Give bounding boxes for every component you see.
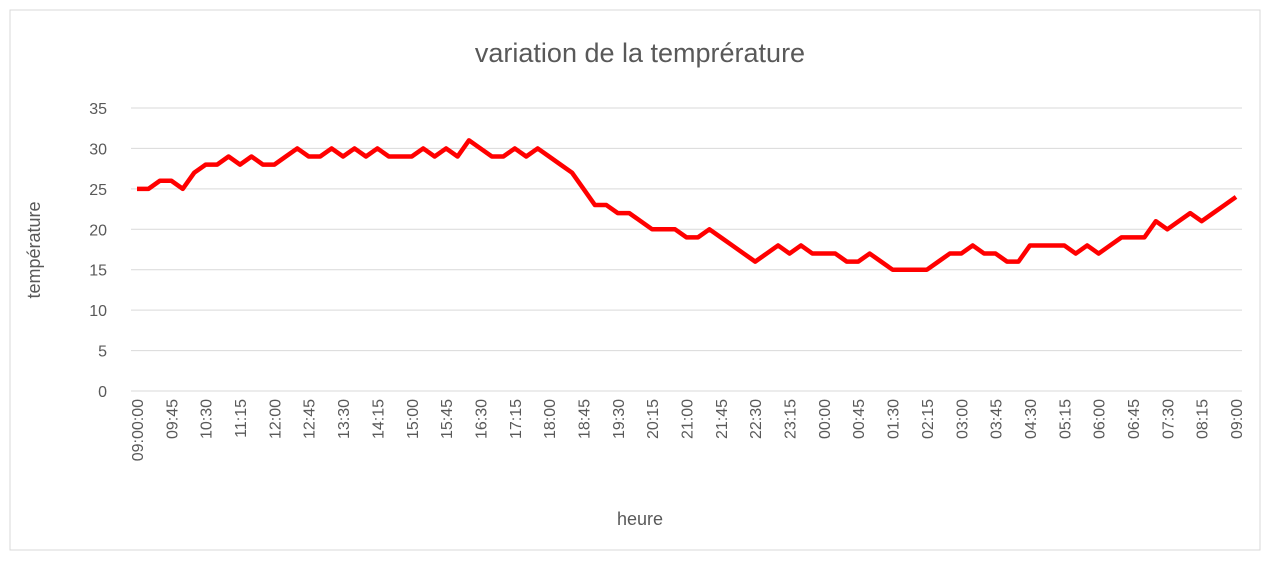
x-tick-label: 20:15 — [645, 399, 662, 439]
x-tick-label: 05:15 — [1057, 399, 1074, 439]
y-axis-label: température — [24, 201, 44, 298]
y-tick-label: 30 — [89, 141, 107, 158]
x-tick-label: 14:15 — [370, 399, 387, 439]
x-tick-label: 10:30 — [199, 399, 216, 439]
y-tick-label: 10 — [89, 303, 107, 320]
x-tick-label: 12:00 — [267, 399, 284, 439]
x-tick-label: 08:15 — [1195, 399, 1212, 439]
x-tick-label: 17:15 — [508, 399, 525, 439]
chart-frame — [9, 9, 1261, 551]
x-tick-label: 23:15 — [783, 399, 800, 439]
x-axis-label: heure — [617, 509, 663, 529]
x-tick-label: 06:45 — [1126, 399, 1143, 439]
y-tick-label: 5 — [98, 344, 107, 361]
x-tick-label: 13:30 — [336, 399, 353, 439]
x-tick-label: 19:30 — [611, 399, 628, 439]
x-tick-label: 06:00 — [1092, 399, 1109, 439]
y-tick-label: 0 — [98, 384, 107, 401]
y-tick-label: 25 — [89, 182, 107, 199]
x-tick-label: 18:45 — [576, 399, 593, 439]
x-tick-label: 09:00 — [1229, 399, 1246, 439]
x-tick-label: 15:45 — [439, 399, 456, 439]
x-tick-label: 01:30 — [886, 399, 903, 439]
x-tick-label: 15:00 — [405, 399, 422, 439]
x-tick-label: 21:00 — [680, 399, 697, 439]
y-tick-label: 15 — [89, 263, 107, 280]
x-tick-label: 16:30 — [473, 399, 490, 439]
x-tick-label: 09:00:00 — [130, 399, 147, 461]
x-tick-label: 12:45 — [302, 399, 319, 439]
x-tick-label: 07:30 — [1160, 399, 1177, 439]
chart-title: variation de la temprérature — [475, 38, 805, 68]
y-tick-label: 35 — [89, 101, 107, 118]
x-tick-label: 21:45 — [714, 399, 731, 439]
x-tick-label: 03:00 — [954, 399, 971, 439]
data-line — [137, 138, 1238, 272]
x-tick-label: 03:45 — [989, 399, 1006, 439]
x-tick-label: 04:30 — [1023, 399, 1040, 439]
x-tick-label: 00:45 — [851, 399, 868, 439]
x-tick-label: 02:15 — [920, 399, 937, 439]
x-tick-label: 00:00 — [817, 399, 834, 439]
x-tick-label: 22:30 — [748, 399, 765, 439]
x-tick-label: 18:00 — [542, 399, 559, 439]
x-tick-label: 11:15 — [233, 399, 250, 438]
y-tick-label: 20 — [89, 222, 107, 239]
x-tick-label: 09:45 — [164, 399, 181, 439]
